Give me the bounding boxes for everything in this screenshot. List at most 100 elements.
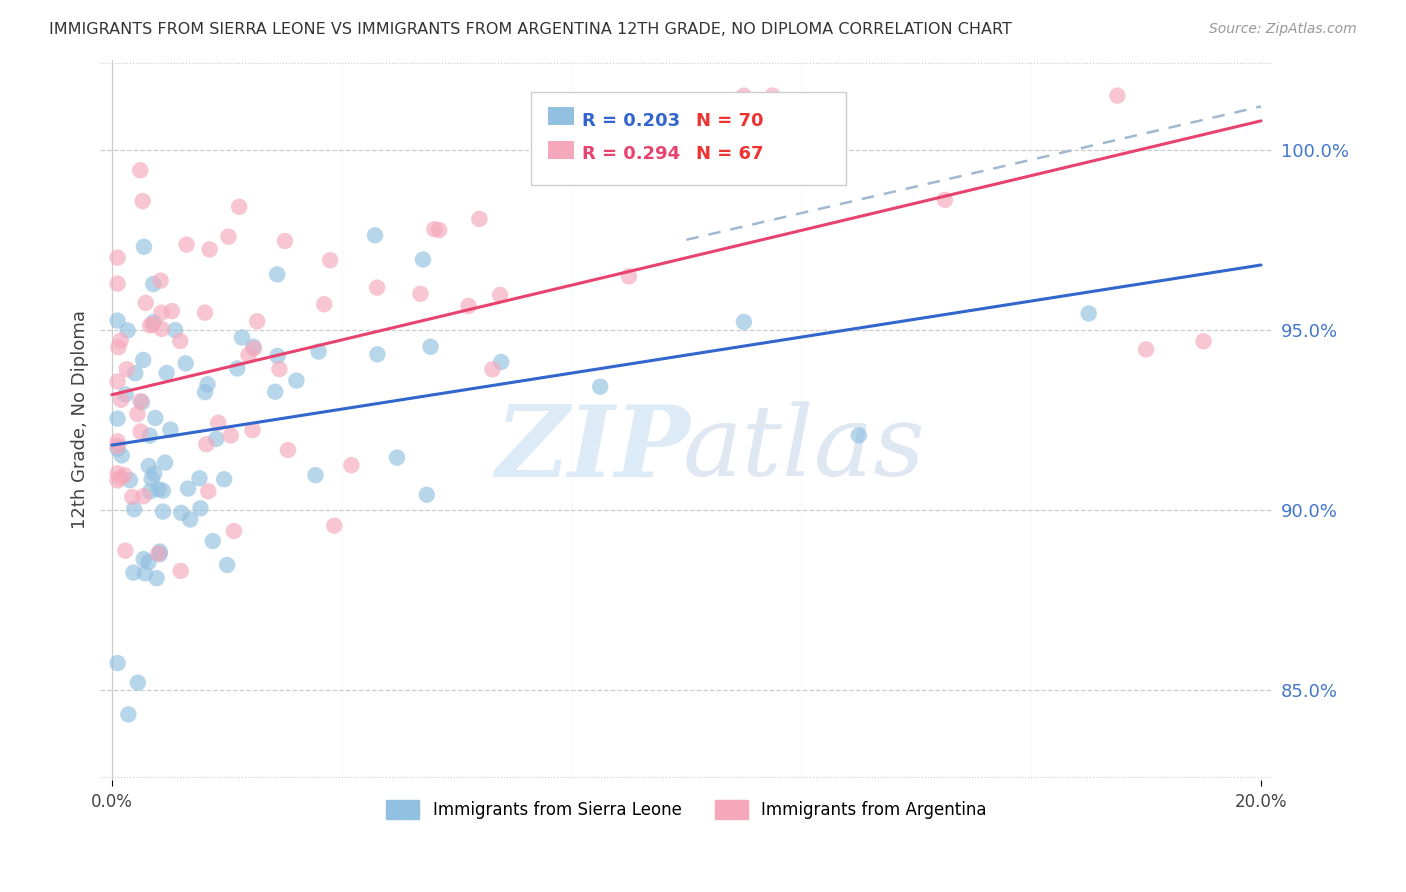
Text: atlas: atlas: [682, 401, 925, 497]
Point: [212, 472, 235, 486]
Point: [197, 484, 219, 499]
Point: [277, 443, 299, 458]
Point: [138, 555, 160, 569]
Point: [159, 423, 181, 437]
Text: R = 0.203: R = 0.203: [582, 112, 681, 129]
Point: [156, 366, 179, 380]
Point: [647, 160, 669, 174]
Point: [150, 306, 173, 320]
Point: [143, 467, 166, 481]
Point: [141, 472, 163, 486]
Point: [188, 471, 211, 485]
Point: [127, 407, 149, 421]
Point: [176, 237, 198, 252]
Point: [589, 380, 612, 394]
Y-axis label: 12th Grade, No Diploma: 12th Grade, No Diploma: [72, 310, 89, 530]
Point: [219, 428, 242, 442]
Point: [457, 299, 479, 313]
Point: [145, 571, 167, 585]
Point: [366, 280, 388, 294]
Point: [190, 501, 212, 516]
Point: [243, 342, 266, 356]
Text: R = 0.294: R = 0.294: [582, 145, 681, 163]
Point: [107, 277, 129, 291]
Text: N = 70: N = 70: [696, 112, 763, 129]
Point: [177, 482, 200, 496]
Point: [107, 439, 129, 453]
Point: [269, 362, 291, 376]
Text: Source: ZipAtlas.com: Source: ZipAtlas.com: [1209, 22, 1357, 37]
Point: [1135, 343, 1157, 357]
Point: [264, 384, 287, 399]
Point: [110, 471, 132, 485]
Point: [179, 512, 201, 526]
Point: [468, 211, 491, 226]
Point: [124, 366, 146, 380]
Point: [226, 361, 249, 376]
Text: N = 67: N = 67: [696, 145, 763, 163]
Point: [308, 344, 330, 359]
Point: [170, 564, 193, 578]
Point: [117, 707, 139, 722]
Point: [131, 194, 153, 208]
Point: [149, 547, 172, 561]
Point: [323, 518, 346, 533]
Point: [114, 387, 136, 401]
Point: [617, 269, 640, 284]
Point: [107, 340, 129, 354]
Point: [733, 315, 755, 329]
Point: [132, 552, 155, 566]
Point: [107, 442, 129, 456]
Point: [165, 323, 187, 337]
Point: [174, 356, 197, 370]
Point: [142, 318, 165, 332]
Point: [228, 200, 250, 214]
Point: [304, 468, 326, 483]
Point: [152, 505, 174, 519]
Point: [195, 437, 218, 451]
Legend: Immigrants from Sierra Leone, Immigrants from Argentina: Immigrants from Sierra Leone, Immigrants…: [380, 794, 994, 826]
Point: [491, 355, 513, 369]
Point: [242, 423, 264, 437]
Point: [132, 240, 155, 254]
Point: [934, 193, 956, 207]
Point: [122, 502, 145, 516]
Point: [132, 489, 155, 503]
Point: [107, 411, 129, 425]
Point: [131, 395, 153, 409]
Point: [231, 330, 253, 344]
Point: [118, 473, 141, 487]
Text: IMMIGRANTS FROM SIERRA LEONE VS IMMIGRANTS FROM ARGENTINA 12TH GRADE, NO DIPLOMA: IMMIGRANTS FROM SIERRA LEONE VS IMMIGRAN…: [49, 22, 1012, 37]
Point: [148, 482, 170, 496]
Point: [217, 558, 239, 572]
Point: [153, 456, 176, 470]
Point: [198, 243, 221, 257]
Point: [222, 524, 245, 538]
Point: [217, 229, 239, 244]
Point: [149, 274, 172, 288]
Point: [285, 374, 308, 388]
Point: [111, 449, 134, 463]
Point: [139, 484, 162, 499]
Point: [107, 251, 129, 265]
Point: [1192, 334, 1215, 349]
Point: [207, 416, 229, 430]
Point: [246, 314, 269, 328]
Point: [481, 362, 503, 376]
Point: [423, 222, 446, 236]
Point: [138, 428, 160, 442]
Point: [419, 340, 441, 354]
Point: [148, 547, 170, 561]
Point: [107, 434, 129, 449]
Point: [107, 375, 129, 389]
Point: [107, 656, 129, 670]
Point: [110, 334, 132, 348]
Point: [194, 385, 217, 400]
Point: [340, 458, 363, 473]
Point: [169, 334, 191, 348]
Point: [129, 394, 152, 409]
Point: [107, 467, 129, 481]
Point: [489, 288, 512, 302]
Point: [1077, 306, 1099, 320]
Point: [143, 411, 166, 425]
